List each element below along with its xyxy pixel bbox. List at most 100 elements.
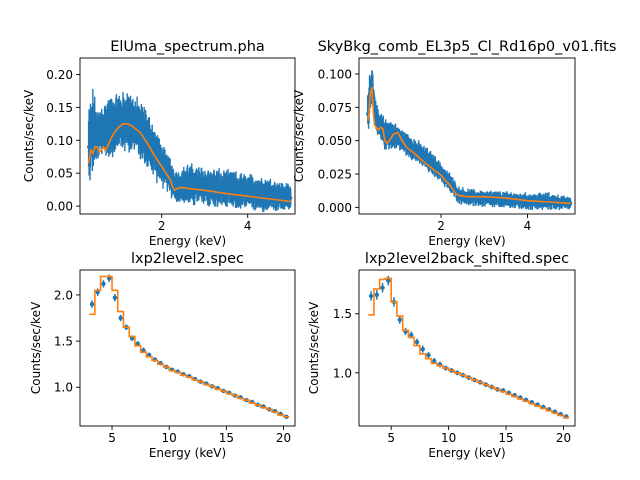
data-point	[132, 122, 136, 126]
panel-1	[76, 57, 296, 218]
data-point	[414, 339, 420, 345]
y-tick-label: 1.0	[333, 366, 352, 380]
data-point	[370, 82, 374, 87]
data-point	[384, 132, 388, 136]
data-point	[134, 124, 138, 128]
x-tick-label: 20	[556, 431, 571, 445]
x-tick-label: 10	[162, 431, 177, 445]
data-point	[411, 147, 415, 151]
panel-title: lxp2level2.spec	[131, 251, 244, 267]
data-point	[432, 163, 436, 167]
y-tick-label: 0.100	[318, 68, 352, 82]
data-point	[493, 197, 497, 201]
x-tick-label: 5	[387, 431, 395, 445]
model-line	[368, 277, 570, 419]
y-tick-label: 0.20	[46, 68, 73, 82]
data-point	[434, 166, 438, 170]
data-point	[482, 197, 486, 201]
data-point	[368, 293, 374, 299]
y-tick-label: 0.05	[46, 167, 73, 181]
data-point	[491, 197, 495, 201]
data-point	[416, 150, 420, 154]
data-point	[500, 198, 504, 202]
y-tick-label: 0.10	[46, 134, 73, 148]
data-point	[489, 197, 493, 201]
panel-title: ElUma_spectrum.pha	[110, 39, 265, 55]
y-tick-label: 0.075	[318, 101, 352, 115]
x-axis-label: Energy (keV)	[428, 234, 505, 248]
y-axis-label: Counts/sec/keV	[29, 301, 43, 394]
data-point	[171, 179, 175, 183]
data-point	[89, 301, 95, 307]
y-axis-label: Counts/sec/keV	[292, 89, 306, 182]
data-point	[101, 281, 106, 287]
model-line	[89, 275, 290, 418]
data-point	[98, 131, 102, 135]
data-point	[439, 170, 443, 174]
model-line	[87, 123, 291, 203]
data-point	[477, 196, 482, 200]
data-point	[375, 119, 379, 124]
data-point	[436, 168, 440, 172]
data-point	[502, 198, 507, 202]
panel-title: lxp2level2back_shifted.spec	[365, 251, 569, 267]
x-axis-label: Energy (keV)	[149, 234, 226, 248]
axes-frame	[358, 269, 576, 427]
x-tick-label: 15	[498, 431, 513, 445]
data-point	[484, 197, 488, 201]
data-point	[427, 159, 431, 163]
panel-title: SkyBkg_comb_EL3p5_Cl_Rd16p0_v01.fits	[318, 39, 617, 55]
data-point	[505, 198, 509, 202]
data-point	[89, 136, 93, 140]
x-tick-label: 20	[276, 431, 291, 445]
x-tick-label: 5	[108, 431, 116, 445]
data-point	[486, 197, 491, 201]
data-point	[87, 145, 91, 149]
y-tick-label: 1.5	[333, 307, 352, 321]
data-point	[420, 346, 425, 352]
x-axis-label: Energy (keV)	[428, 446, 505, 460]
y-tick-label: 0.050	[318, 134, 352, 148]
x-tick-label: 2	[437, 219, 445, 233]
data-point	[91, 129, 95, 133]
y-tick-label: 2.0	[54, 288, 73, 302]
panel-3-plot-area	[89, 274, 290, 419]
data-point	[426, 352, 431, 358]
data-point	[374, 292, 380, 298]
panel-3	[76, 269, 296, 430]
y-axis-label: Counts/sec/keV	[22, 89, 36, 182]
x-tick-label: 4	[244, 219, 252, 233]
data-point	[395, 135, 399, 139]
data-point	[386, 278, 391, 283]
y-tick-label: 1.5	[54, 335, 73, 349]
data-point	[423, 156, 427, 160]
panel-2	[355, 57, 576, 218]
y-tick-label: 0.025	[318, 168, 352, 182]
data-point	[498, 198, 502, 202]
data-point	[289, 196, 293, 200]
x-tick-label: 15	[219, 431, 234, 445]
data-point	[380, 285, 385, 290]
x-tick-label: 4	[524, 219, 532, 233]
axes-frame	[79, 57, 296, 215]
data-point	[413, 148, 418, 153]
data-point	[429, 161, 434, 165]
y-tick-label: 1.0	[54, 381, 73, 395]
axes-frame	[358, 57, 576, 215]
y-axis-label: Counts/sec/keV	[307, 301, 321, 394]
x-tick-label: 10	[441, 431, 456, 445]
data-point	[507, 198, 511, 202]
data-point	[96, 134, 100, 138]
x-tick-label: 2	[158, 219, 166, 233]
data-point	[112, 295, 118, 300]
data-point	[418, 152, 422, 156]
data-point	[377, 123, 381, 127]
data-point	[420, 154, 424, 158]
data-point	[118, 315, 123, 321]
panel-4	[355, 269, 576, 430]
data-point	[425, 157, 429, 162]
y-tick-label: 0.15	[46, 101, 73, 115]
data-point	[93, 132, 98, 136]
